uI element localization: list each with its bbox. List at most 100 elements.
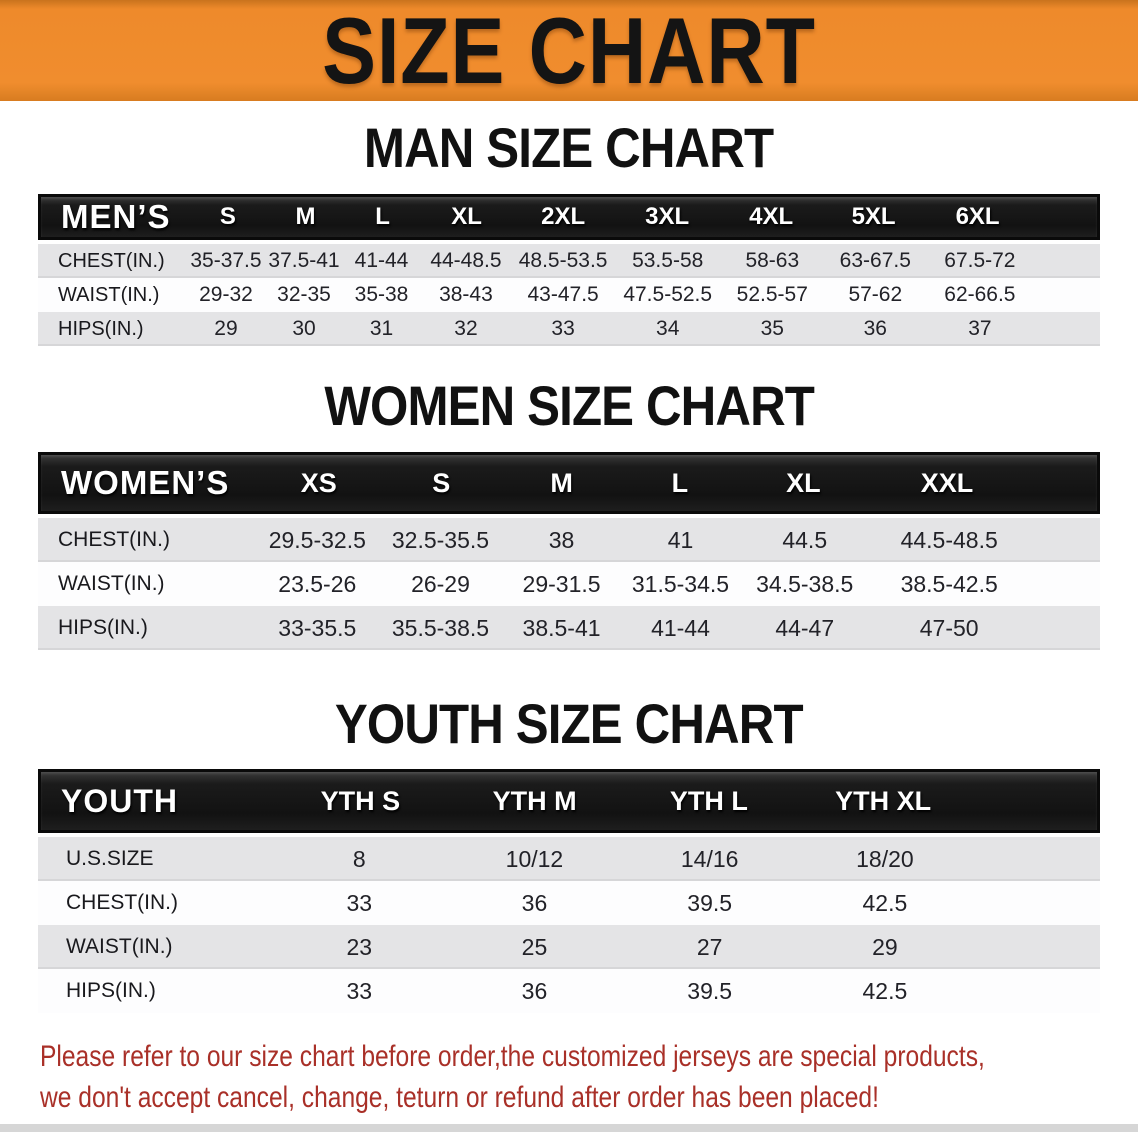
value-cell: 57-62	[848, 283, 903, 306]
row-label: CHEST(IN.)	[66, 891, 178, 914]
men-size-header: L	[375, 203, 390, 230]
women-section-title: WOMEN SIZE CHART	[0, 378, 1138, 434]
men-group-label: MEN’S	[61, 198, 171, 235]
value-cell: 31	[369, 317, 394, 340]
disclaimer-note: Please refer to our size chart before or…	[40, 1036, 1138, 1118]
youth-chest-row: CHEST(IN.) 33 36 39.5 42.5	[38, 881, 1100, 925]
value-cell: 52.5-57	[736, 283, 808, 306]
men-size-header: 6XL	[955, 203, 1000, 230]
value-cell: 37.5-41	[268, 249, 340, 272]
men-waist-row: WAIST(IN.) 29-32 32-35 35-38 38-43 43-47…	[38, 278, 1100, 312]
bottom-edge-strip	[0, 1124, 1138, 1132]
women-size-header: XS	[300, 467, 337, 498]
spacer-cell	[1029, 518, 1100, 562]
men-size-header: 2XL	[541, 203, 586, 230]
women-group-label: WOMEN’S	[61, 464, 230, 501]
women-size-header: XXL	[920, 467, 974, 498]
value-cell: 29	[214, 317, 238, 340]
row-label: WAIST(IN.)	[66, 935, 173, 958]
value-cell: 43-47.5	[527, 283, 599, 306]
value-cell: 35-37.5	[190, 249, 262, 272]
value-cell: 48.5-53.5	[518, 249, 608, 272]
value-cell: 38	[548, 526, 575, 553]
youth-size-header: YTH L	[669, 785, 748, 816]
value-cell: 36	[863, 317, 887, 340]
value-cell: 18/20	[856, 845, 914, 872]
value-cell: 47-50	[919, 614, 979, 641]
women-size-header: L	[671, 467, 689, 498]
value-cell: 67.5-72	[944, 249, 1016, 272]
men-section-title-text: MAN SIZE CHART	[364, 116, 774, 179]
size-chart-banner: SIZE CHART	[0, 0, 1138, 101]
value-cell: 42.5	[862, 977, 908, 1004]
youth-waist-row: WAIST(IN.) 23 25 27 29	[38, 925, 1100, 969]
value-cell: 44.5-48.5	[900, 526, 998, 553]
value-cell: 26-29	[411, 570, 470, 597]
men-size-table: MEN’S S M L XL 2XL 3XL 4XL 5XL 6XL CHEST…	[38, 194, 1100, 346]
value-cell: 36	[521, 977, 548, 1004]
value-cell: 23.5-26	[278, 570, 357, 597]
value-cell: 14/16	[680, 845, 739, 872]
row-label: U.S.SIZE	[66, 847, 154, 870]
men-table-header-row: MEN’S S M L XL 2XL 3XL 4XL 5XL 6XL	[38, 194, 1100, 240]
value-cell: 10/12	[505, 845, 564, 872]
value-cell: 35-38	[354, 283, 409, 306]
men-size-header: M	[295, 203, 316, 230]
row-label: CHEST(IN.)	[58, 528, 170, 551]
value-cell: 38-43	[439, 283, 493, 306]
women-table-header-row: WOMEN’S XS S M L XL XXL	[38, 452, 1100, 514]
row-label: CHEST(IN.)	[58, 249, 165, 272]
spacer-cell	[973, 881, 1100, 925]
value-cell: 23	[346, 933, 373, 960]
value-cell: 29-31.5	[522, 570, 601, 597]
row-label: HIPS(IN.)	[58, 616, 148, 639]
value-cell: 63-67.5	[839, 249, 911, 272]
value-cell: 31.5-34.5	[631, 570, 730, 597]
value-cell: 37	[968, 317, 992, 340]
spacer-cell	[1029, 606, 1100, 650]
men-size-header: 5XL	[851, 203, 896, 230]
youth-hips-row: HIPS(IN.) 33 36 39.5 42.5	[38, 969, 1100, 1013]
men-chest-row: CHEST(IN.) 35-37.5 37.5-41 41-44 44-48.5…	[38, 244, 1100, 278]
row-label: WAIST(IN.)	[58, 283, 160, 306]
value-cell: 29.5-32.5	[268, 526, 366, 553]
youth-size-header: YTH S	[320, 785, 401, 816]
banner-title: SIZE CHART	[322, 0, 816, 103]
youth-ussize-row: U.S.SIZE 8 10/12 14/16 18/20	[38, 837, 1100, 881]
men-section-title: MAN SIZE CHART	[0, 120, 1138, 176]
spacer-cell	[973, 969, 1100, 1013]
value-cell: 29-32	[199, 283, 253, 306]
women-hips-row: HIPS(IN.) 33-35.5 35.5-38.5 38.5-41 41-4…	[38, 606, 1100, 650]
youth-size-table: YOUTH YTH S YTH M YTH L YTH XL U.S.SIZE …	[38, 769, 1100, 1013]
value-cell: 36	[521, 889, 548, 916]
value-cell: 27	[696, 933, 723, 960]
value-cell: 30	[292, 317, 316, 340]
men-size-header: S	[219, 203, 236, 230]
value-cell: 44-48.5	[430, 249, 502, 272]
value-cell: 39.5	[687, 977, 733, 1004]
spacer-cell	[1026, 455, 1097, 511]
value-cell: 42.5	[862, 889, 908, 916]
youth-section-title-text: YOUTH SIZE CHART	[335, 692, 804, 755]
value-cell: 8	[352, 845, 366, 872]
value-cell: 41-44	[651, 614, 710, 641]
value-cell: 44-47	[775, 614, 835, 641]
men-size-header: XL	[451, 203, 482, 230]
value-cell: 53.5-58	[632, 249, 704, 272]
value-cell: 41	[667, 526, 694, 553]
women-size-header: S	[432, 467, 451, 498]
spacer-cell	[1033, 278, 1100, 312]
women-section-title-text: WOMEN SIZE CHART	[324, 374, 815, 437]
spacer-cell	[1029, 562, 1100, 606]
men-size-header: 3XL	[645, 203, 690, 230]
value-cell: 33	[346, 977, 373, 1004]
women-size-header: M	[550, 467, 573, 498]
value-cell: 33	[551, 317, 575, 340]
women-waist-row: WAIST(IN.) 23.5-26 26-29 29-31.5 31.5-34…	[38, 562, 1100, 606]
value-cell: 33	[346, 889, 373, 916]
value-cell: 34	[656, 317, 680, 340]
youth-group-label: YOUTH	[61, 782, 178, 819]
men-size-header: 4XL	[749, 203, 794, 230]
women-chest-row: CHEST(IN.) 29.5-32.5 32.5-35.5 38 41 44.…	[38, 518, 1100, 562]
